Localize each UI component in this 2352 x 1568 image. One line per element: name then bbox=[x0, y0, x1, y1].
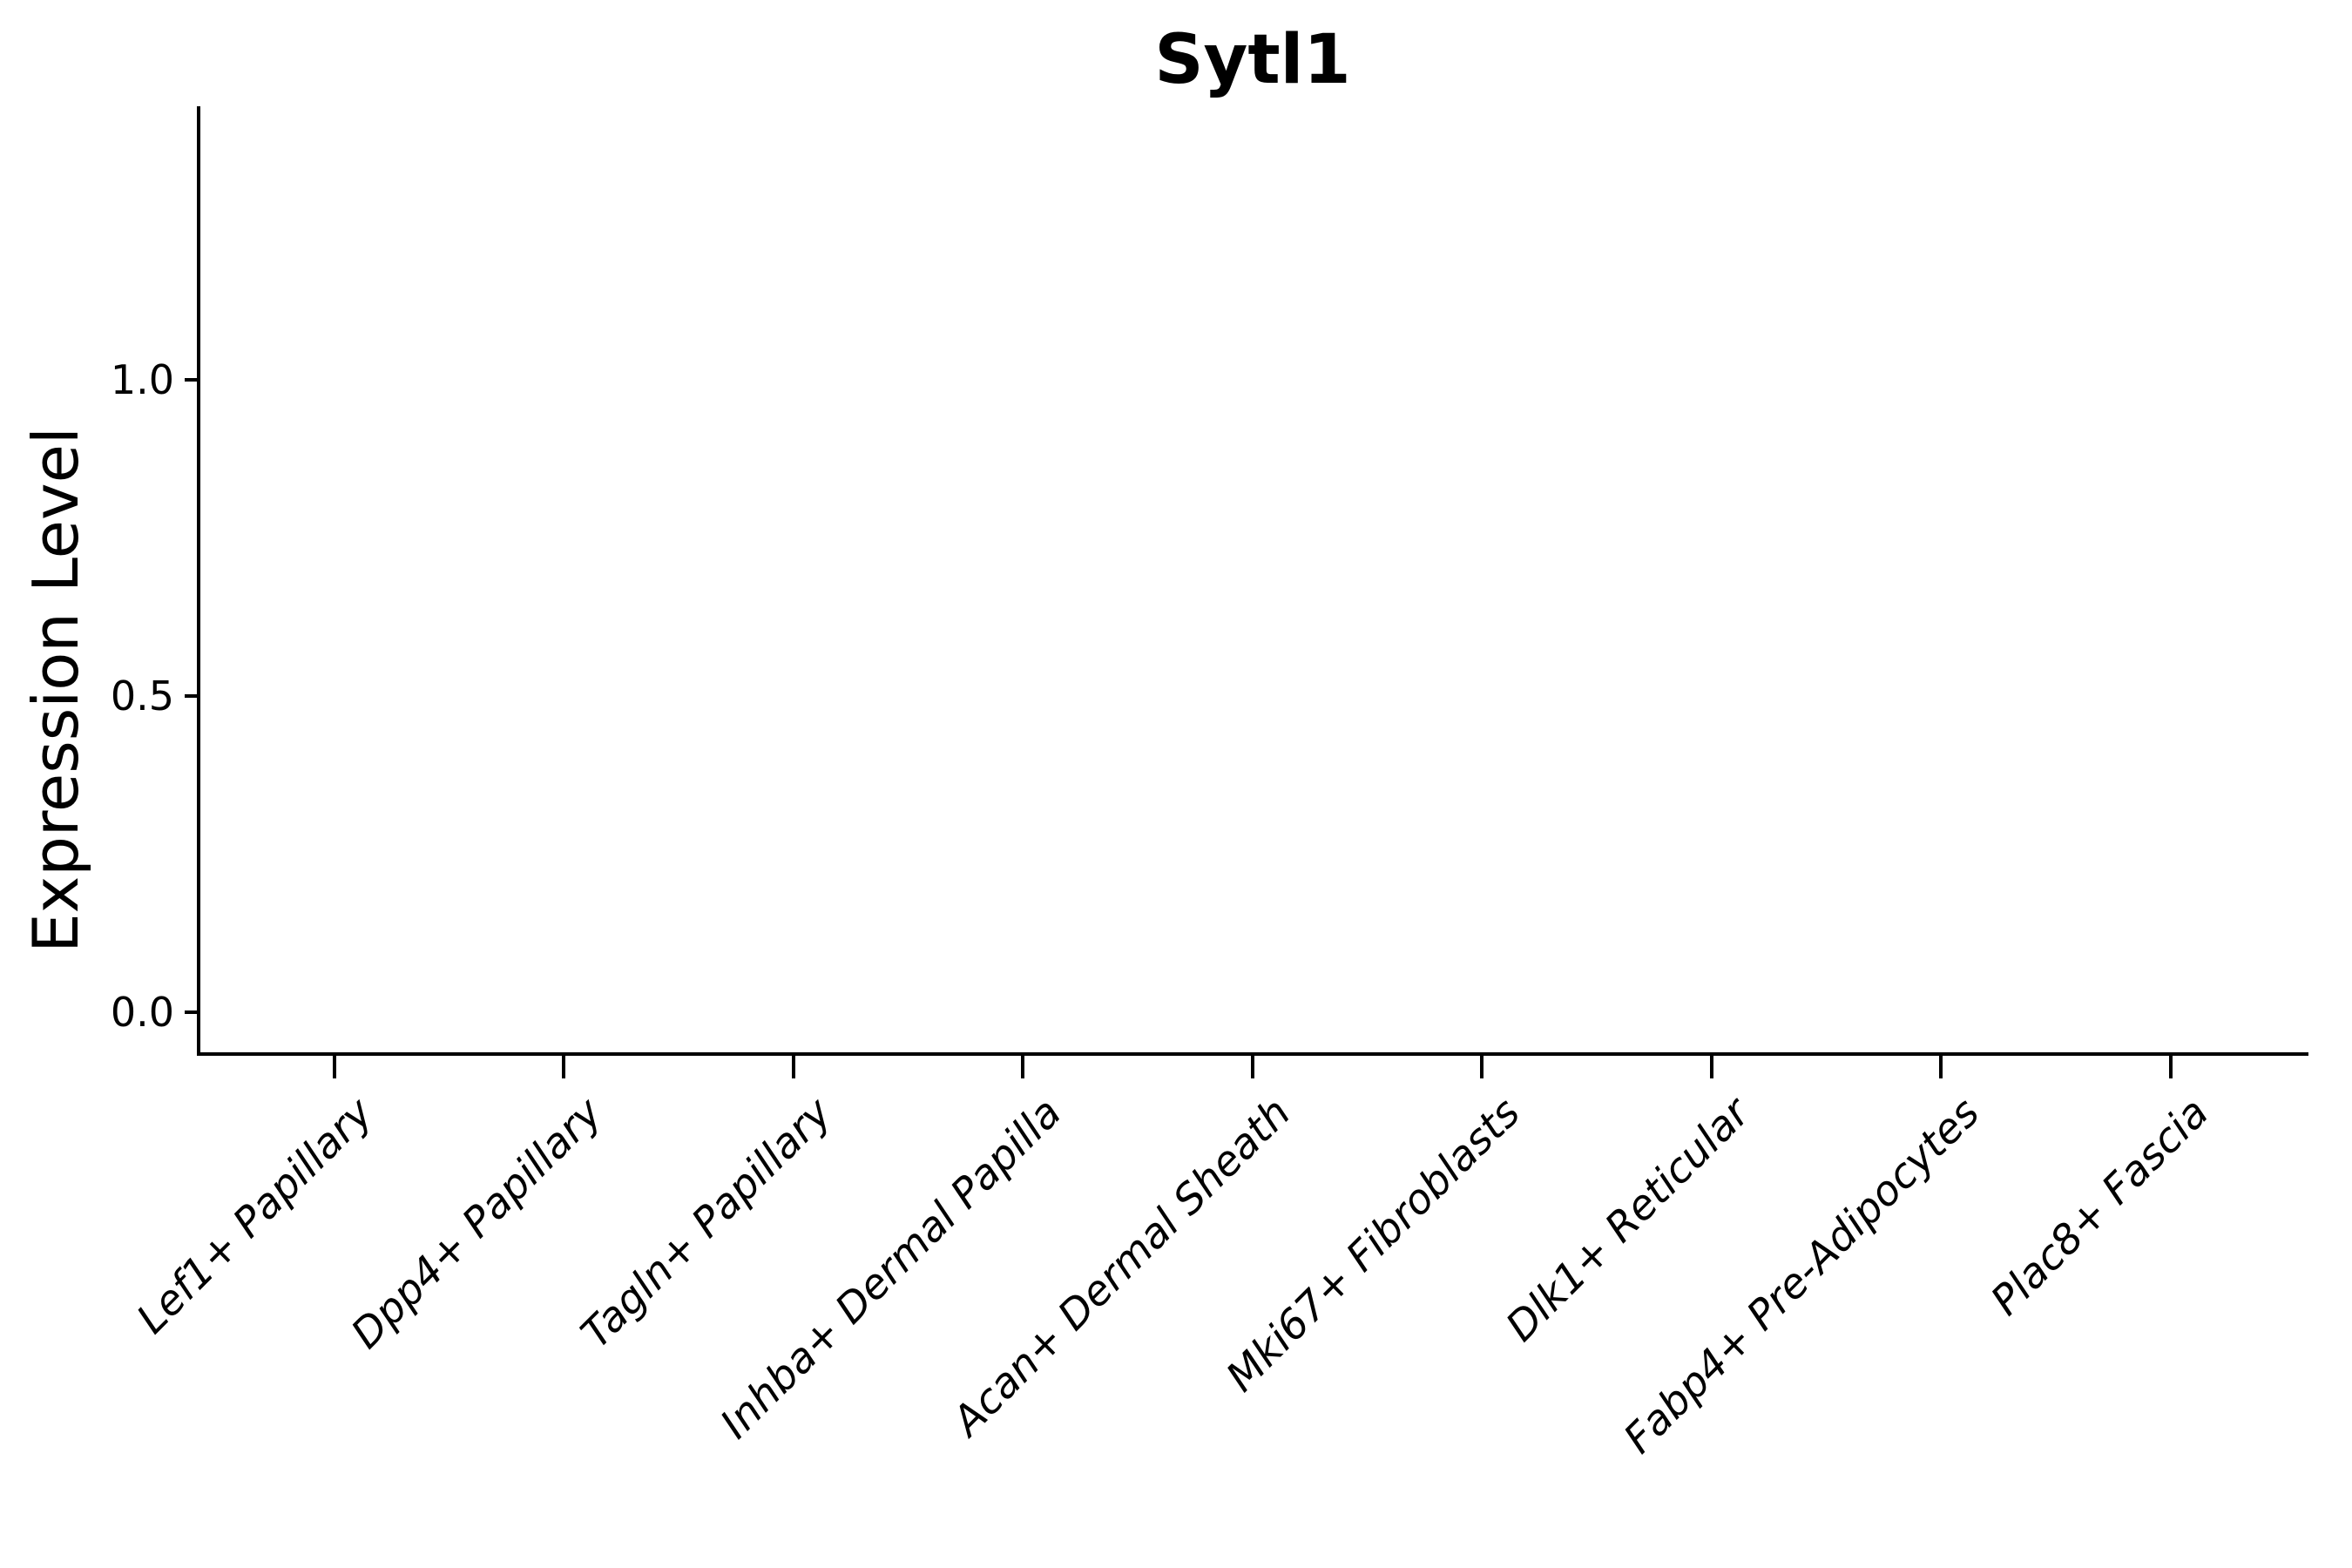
violin-spike bbox=[969, 335, 973, 1014]
violin-spike bbox=[332, 430, 336, 1014]
y-tick-mark bbox=[185, 694, 197, 698]
y-tick-label: 0.0 bbox=[110, 989, 174, 1036]
x-tick-mark bbox=[1709, 1056, 1713, 1078]
y-tick-mark bbox=[185, 1010, 197, 1014]
chart-title: Sytl1 bbox=[1154, 21, 1351, 99]
x-axis-spine bbox=[197, 1052, 2308, 1056]
x-tick-label: Dpp4+ Papillary bbox=[341, 1088, 612, 1359]
x-tick-label: Tagln+ Papillary bbox=[571, 1088, 841, 1358]
x-tick-mark bbox=[791, 1056, 795, 1078]
x-tick-mark bbox=[562, 1056, 565, 1078]
x-tick-mark bbox=[1021, 1056, 1024, 1078]
violin-spike bbox=[1887, 715, 1891, 1014]
y-tick-label: 0.5 bbox=[110, 672, 174, 720]
violin-spike bbox=[1302, 753, 1307, 1014]
y-tick-label: 1.0 bbox=[110, 356, 174, 403]
x-tick-label: Lef1+ Papillary bbox=[127, 1088, 382, 1343]
y-axis-spine bbox=[197, 106, 200, 1056]
violin-spike bbox=[510, 582, 514, 1014]
violin-spike bbox=[1428, 519, 1432, 1014]
violin-spike bbox=[1761, 620, 1766, 1014]
x-tick-label: Dlk1+ Reticular bbox=[1497, 1088, 1760, 1351]
x-tick-mark bbox=[1250, 1056, 1254, 1078]
violin-spike bbox=[614, 462, 618, 1014]
violin-spike bbox=[739, 500, 743, 1014]
violin-spike bbox=[843, 506, 848, 1014]
x-tick-mark bbox=[1939, 1056, 1943, 1078]
violin-spike bbox=[1073, 165, 1078, 1014]
x-tick-mark bbox=[332, 1056, 336, 1078]
violin-spike bbox=[1532, 531, 1537, 1014]
x-tick-mark bbox=[2168, 1056, 2173, 1078]
x-tick-mark bbox=[1480, 1056, 1484, 1078]
violin-spike bbox=[1657, 607, 1661, 1014]
y-tick-mark bbox=[185, 378, 197, 382]
violin-spike bbox=[2220, 747, 2225, 1014]
x-tick-label: Plac8+ Fascia bbox=[1982, 1088, 2219, 1325]
violin-spike bbox=[1991, 753, 1996, 1014]
